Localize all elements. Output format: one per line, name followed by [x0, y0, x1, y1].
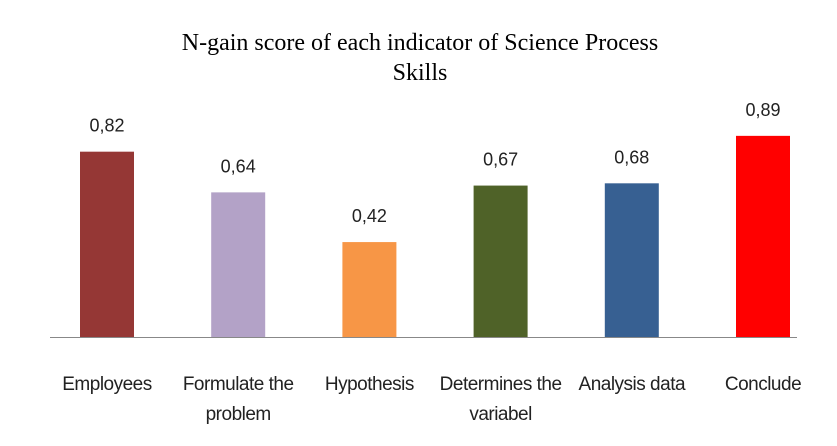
bar	[736, 135, 790, 337]
x-tick-label: Employees	[62, 374, 152, 395]
x-tick-label: Analysis data	[578, 374, 686, 395]
x-tick-label: Hypothesis	[324, 374, 415, 395]
value-label: 0,42	[352, 206, 387, 226]
bar	[211, 192, 266, 337]
value-label: 0,64	[221, 156, 256, 176]
value-label: 0,67	[483, 150, 518, 170]
x-tick-label: Conclude	[724, 374, 802, 395]
bar	[80, 151, 134, 337]
x-tick-label: Determines the variabel	[439, 374, 562, 425]
value-label: 0,68	[614, 147, 649, 167]
x-tick-label: Formulate the problem	[182, 374, 294, 425]
bar	[604, 183, 659, 337]
chart-title: N-gain score of each indicator of Scienc…	[181, 30, 659, 86]
bar	[473, 185, 528, 337]
value-label: 0,82	[89, 116, 124, 136]
value-label: 0,89	[745, 100, 780, 120]
bar	[342, 242, 397, 337]
